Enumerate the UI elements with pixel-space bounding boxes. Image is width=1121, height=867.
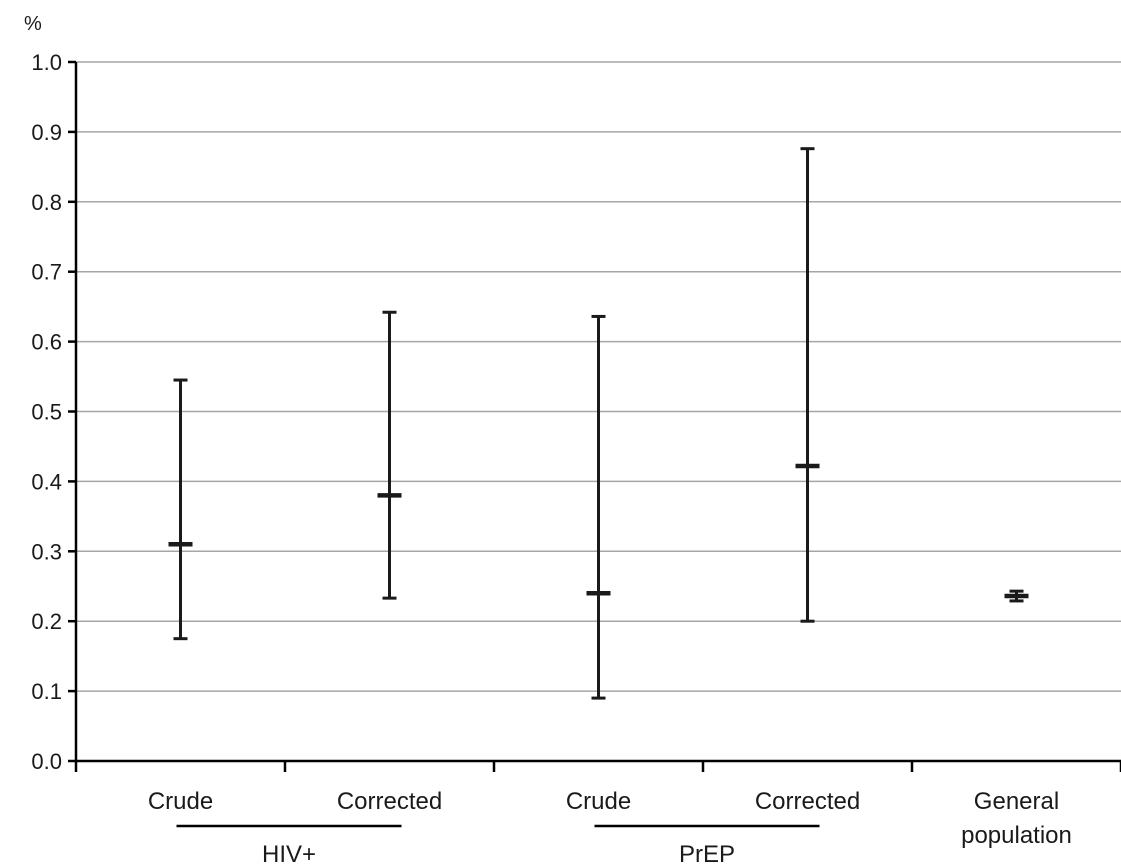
y-tick-labels: 0.0 0.1 0.2 0.3 0.4 0.5 0.6 0.7 0.8 0.9 1.0 xyxy=(31,50,62,774)
group-label: PrEP xyxy=(679,841,735,867)
group-label: HIV+ xyxy=(262,841,316,867)
error-bar xyxy=(377,310,402,600)
error-bar xyxy=(795,147,820,623)
x-category-labels: Crude Corrected Crude Corrected General popul… xyxy=(148,788,1072,849)
y-tick-label: 0.4 xyxy=(31,469,62,494)
x-category-label: Crude xyxy=(566,788,631,815)
y-tick-label: 1.0 xyxy=(31,50,62,75)
y-tick-label: 0.0 xyxy=(31,749,62,774)
y-tick-label: 0.5 xyxy=(31,400,62,425)
error-bar xyxy=(168,378,193,641)
error-bars xyxy=(168,147,1029,700)
y-unit-label: % xyxy=(24,13,42,35)
axes xyxy=(68,60,1121,772)
x-category-label: Corrected xyxy=(337,788,442,815)
error-bar xyxy=(1004,589,1029,603)
y-tick-label: 0.9 xyxy=(31,120,62,145)
y-tick-label: 0.3 xyxy=(31,539,62,564)
group-labels: HIV+ PrEP xyxy=(176,824,820,867)
y-tick-label: 0.6 xyxy=(31,330,62,355)
y-tick-label: 0.7 xyxy=(31,260,62,285)
y-tick-label: 0.8 xyxy=(31,190,62,215)
x-category-label: General population xyxy=(961,788,1072,849)
y-tick-label: 0.2 xyxy=(31,609,62,634)
y-tick-label: 0.1 xyxy=(31,679,62,704)
x-category-label: Corrected xyxy=(755,788,860,815)
error-bar xyxy=(586,314,611,700)
x-category-label: Crude xyxy=(148,788,213,815)
